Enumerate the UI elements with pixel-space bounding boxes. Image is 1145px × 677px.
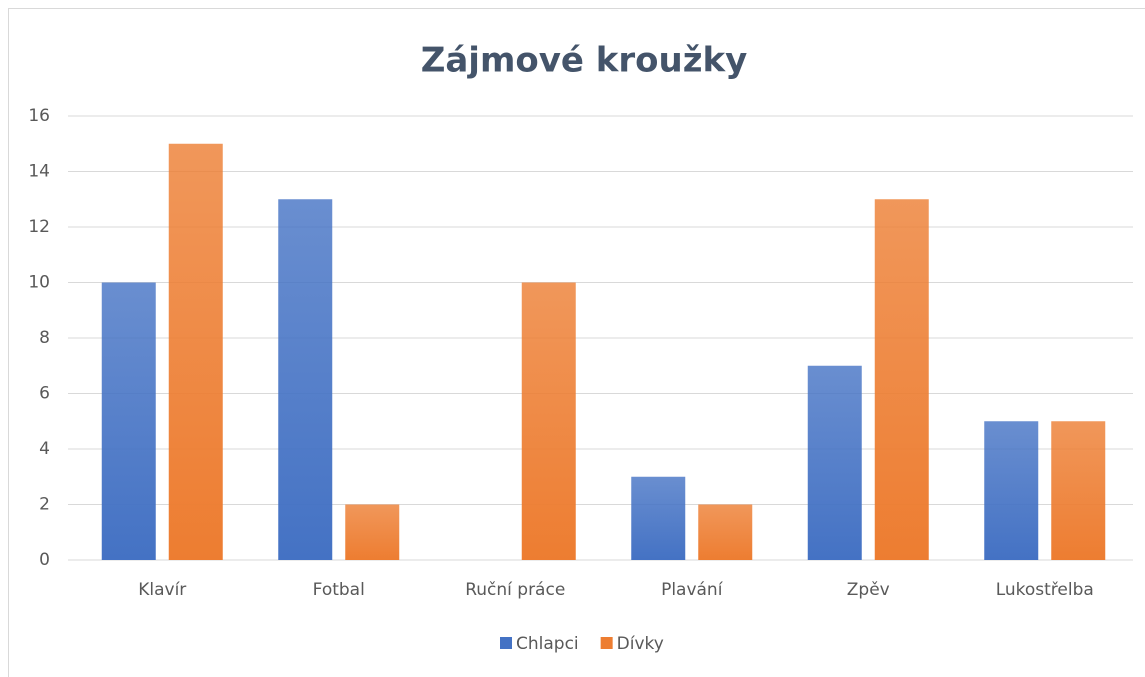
x-tick-label: Lukostřelba: [996, 580, 1094, 600]
bar: [168, 143, 223, 560]
bar: [345, 504, 400, 560]
bar: [984, 421, 1039, 560]
bar: [631, 476, 686, 560]
bar: [807, 365, 862, 560]
legend-label: Dívky: [617, 634, 664, 654]
legend-label: Chlapci: [516, 634, 579, 654]
bar: [1051, 421, 1106, 560]
x-tick-label: Plavání: [661, 580, 724, 600]
y-tick-label: 8: [39, 328, 50, 348]
y-tick-label: 14: [28, 162, 50, 182]
bar: [278, 199, 333, 560]
legend-swatch: [500, 637, 512, 649]
bar: [698, 504, 753, 560]
y-tick-label: 4: [39, 439, 50, 459]
y-tick-label: 2: [39, 495, 50, 515]
y-tick-label: 6: [39, 384, 50, 404]
x-tick-label: Klavír: [138, 580, 186, 600]
y-tick-label: 12: [28, 217, 50, 237]
chart-title: Zájmové kroužky: [421, 41, 748, 81]
y-tick-label: 10: [28, 273, 50, 293]
bar: [521, 282, 576, 560]
y-tick-label: 16: [28, 106, 50, 126]
x-tick-label: Ruční práce: [465, 580, 565, 600]
bar: [874, 199, 929, 560]
y-tick-label: 0: [39, 550, 50, 570]
x-tick-label: Fotbal: [313, 580, 365, 600]
x-tick-label: Zpěv: [847, 580, 890, 600]
bar: [101, 282, 156, 560]
legend-swatch: [600, 637, 613, 649]
